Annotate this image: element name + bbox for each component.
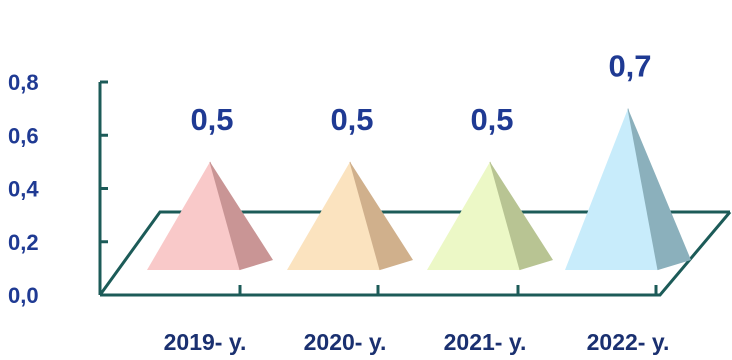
x-tick-label: 2020- y. xyxy=(304,329,387,355)
pyramid-front-face xyxy=(287,161,380,270)
pyramid-edge xyxy=(209,161,241,271)
pyramid-front-face xyxy=(147,161,240,270)
y-tick-label: 0,2 xyxy=(8,230,39,255)
pyramid-front-face xyxy=(565,108,658,270)
pyramid-edge xyxy=(627,108,659,271)
pyramid-right-face xyxy=(490,161,553,270)
y-tick-label: 0,6 xyxy=(8,123,39,148)
x-tick-label: 2021- y. xyxy=(444,329,527,355)
pyramid-edge xyxy=(349,161,381,271)
data-label: 0,5 xyxy=(190,102,233,137)
x-tick-label: 2022- y. xyxy=(587,329,670,355)
chart-floor xyxy=(98,210,732,297)
data-label: 0,5 xyxy=(470,102,513,137)
y-tick-label: 0,0 xyxy=(8,283,39,308)
pyramid-right-face xyxy=(628,108,691,270)
data-label: 0,5 xyxy=(330,102,373,137)
x-tick-label: 2019- y. xyxy=(164,329,247,355)
y-tick-label: 0,8 xyxy=(8,70,39,95)
data-label: 0,7 xyxy=(608,49,651,84)
floor-front-edge xyxy=(100,211,732,297)
pyramid-edge xyxy=(489,161,521,271)
pyramid-right-face xyxy=(350,161,413,270)
floor-back-edge xyxy=(98,210,730,296)
pyramid-series xyxy=(147,108,691,271)
chart-labels: 0,5 2019- y. 0,5 2020- y. 0,5 2021- y. 0,7 2022… xyxy=(164,49,670,355)
y-tick-label: 0,4 xyxy=(8,177,39,202)
y-axis: 0,0 0,2 0,4 0,6 0,8 xyxy=(8,70,108,308)
pyramid-front-face xyxy=(427,161,520,270)
pyramid-right-face xyxy=(210,161,273,270)
